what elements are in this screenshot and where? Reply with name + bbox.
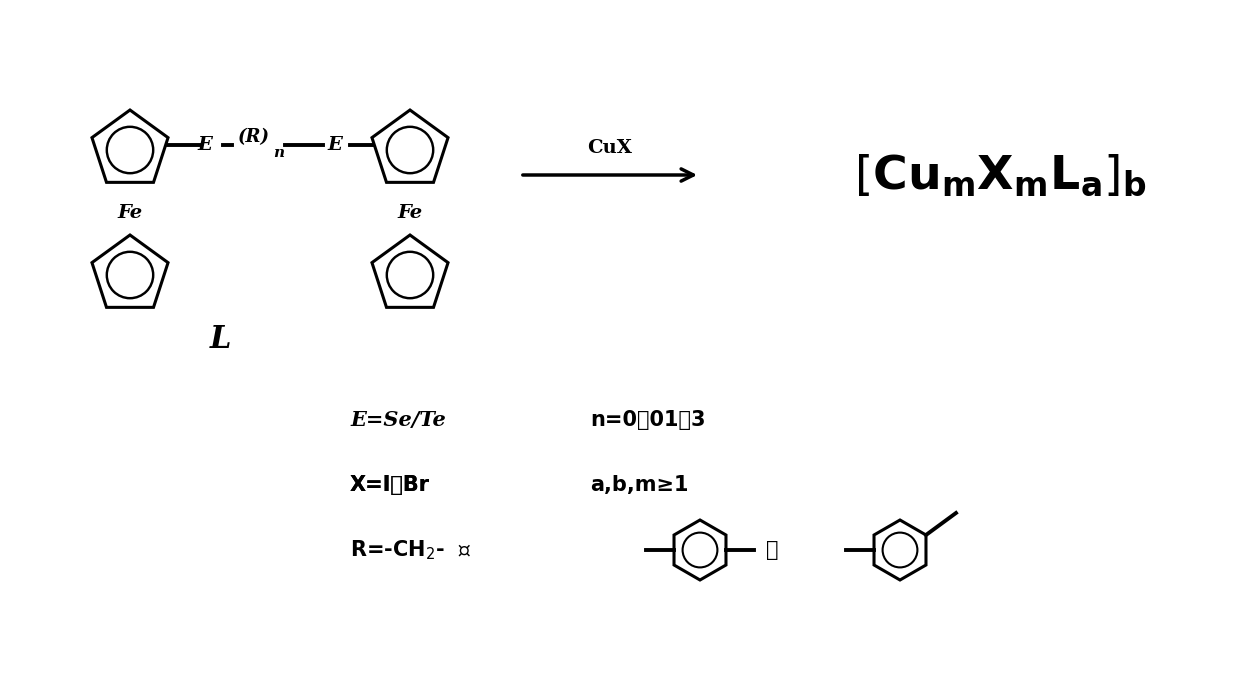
Text: E: E <box>327 136 342 154</box>
Text: (R): (R) <box>238 128 270 146</box>
Text: CuX: CuX <box>588 139 632 157</box>
Text: n: n <box>273 146 284 160</box>
Text: L: L <box>210 325 231 356</box>
Text: R=-CH$_2$-  或: R=-CH$_2$- 或 <box>350 538 471 562</box>
Text: Fe: Fe <box>118 204 143 222</box>
Text: $\mathbf{\left[Cu_mX_mL_a\right]_b}$: $\mathbf{\left[Cu_mX_mL_a\right]_b}$ <box>853 152 1146 198</box>
Text: n=0戗01戗3: n=0戗01戗3 <box>590 410 706 430</box>
Text: Fe: Fe <box>398 204 423 222</box>
Text: X=I或Br: X=I或Br <box>350 475 430 495</box>
Text: X=I或Br: X=I或Br <box>350 475 430 495</box>
Text: E: E <box>197 136 212 154</box>
Text: a,b,m≥1: a,b,m≥1 <box>590 475 688 495</box>
Text: E=Se/Te: E=Se/Te <box>350 410 445 430</box>
Text: 或: 或 <box>766 540 779 560</box>
